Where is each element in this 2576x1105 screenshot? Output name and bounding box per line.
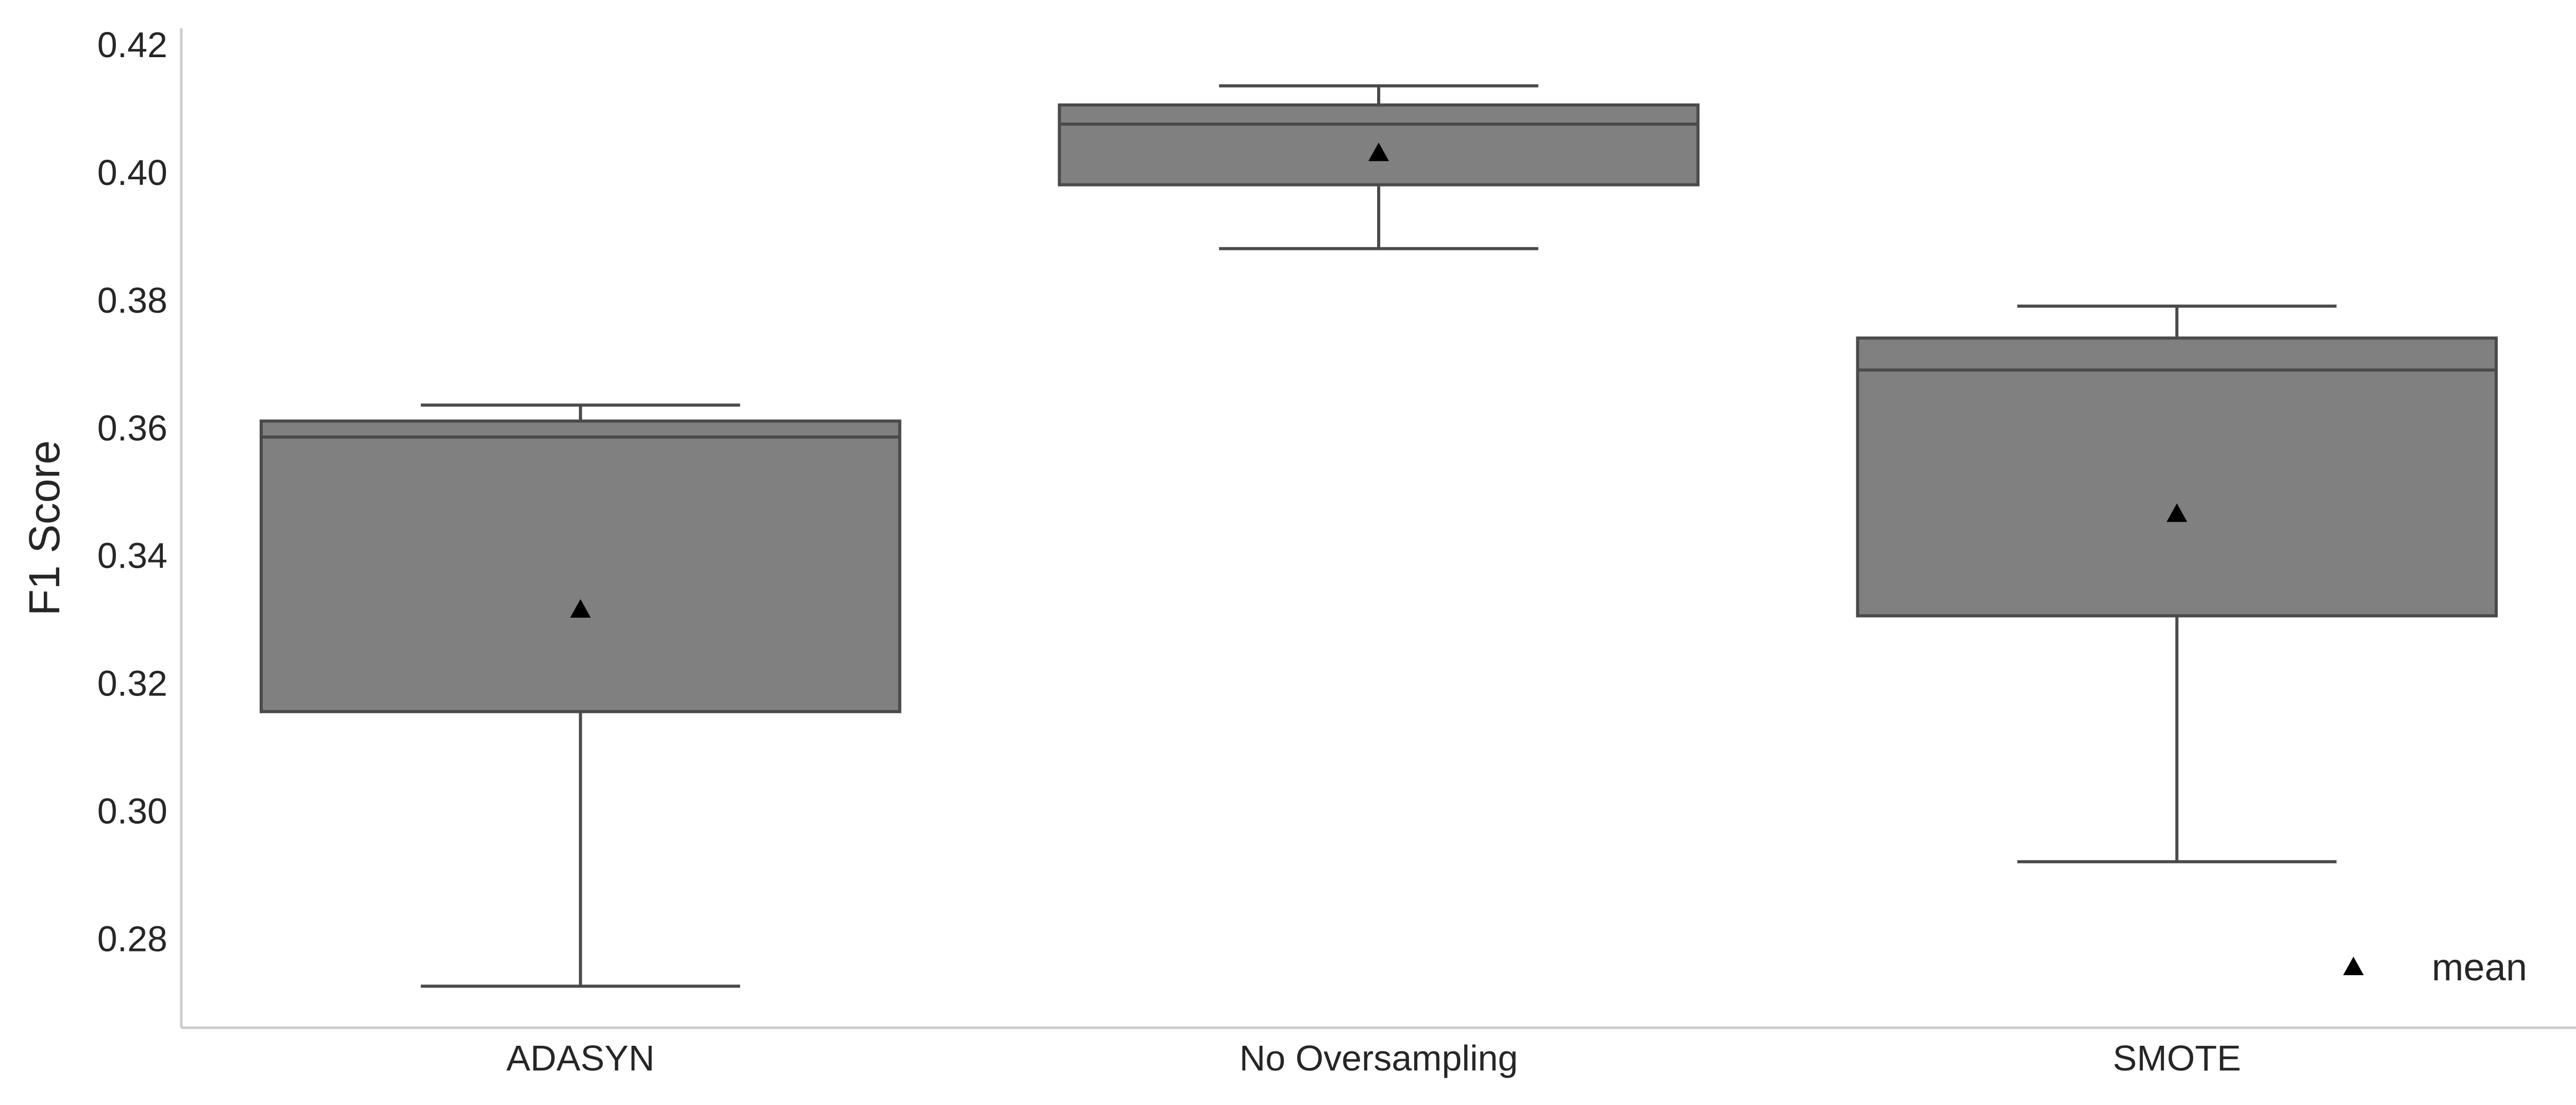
x-tick-label: No Oversampling: [1240, 1038, 1518, 1078]
y-tick-label: 0.32: [97, 664, 167, 704]
legend: mean: [2343, 946, 2527, 989]
y-tick-label: 0.42: [97, 25, 167, 65]
box-group: [1856, 304, 2498, 863]
mean-marker: [1368, 142, 1389, 161]
y-tick-label: 0.40: [97, 152, 167, 193]
iqr-box: [259, 419, 902, 713]
y-tick-label: 0.34: [97, 536, 167, 576]
y-tick-label: 0.38: [97, 280, 167, 320]
y-tick-label: 0.36: [97, 408, 167, 448]
y-tick-label: 0.30: [97, 791, 167, 831]
iqr-box: [1856, 336, 2498, 618]
legend-mean-label: mean: [2432, 946, 2527, 989]
box-group: [259, 403, 902, 988]
y-ticks: 0.28 0.30 0.32 0.34 0.36 0.38 0.40 0.42: [97, 25, 167, 959]
x-tick-label: SMOTE: [2113, 1038, 2241, 1078]
boxes: [259, 84, 2498, 988]
y-axis-label: F1 Score: [20, 440, 69, 616]
x-tick-labels: ADASYN No Oversampling SMOTE: [506, 1038, 2241, 1078]
mean-marker: [570, 599, 591, 618]
y-tick-label: 0.28: [97, 919, 167, 959]
x-tick-label: ADASYN: [506, 1038, 655, 1078]
box-group: [1058, 84, 1700, 250]
axes: F1 Score: [20, 28, 2576, 1029]
legend-mean-marker-icon: [2343, 957, 2364, 975]
mean-marker: [2166, 503, 2188, 522]
